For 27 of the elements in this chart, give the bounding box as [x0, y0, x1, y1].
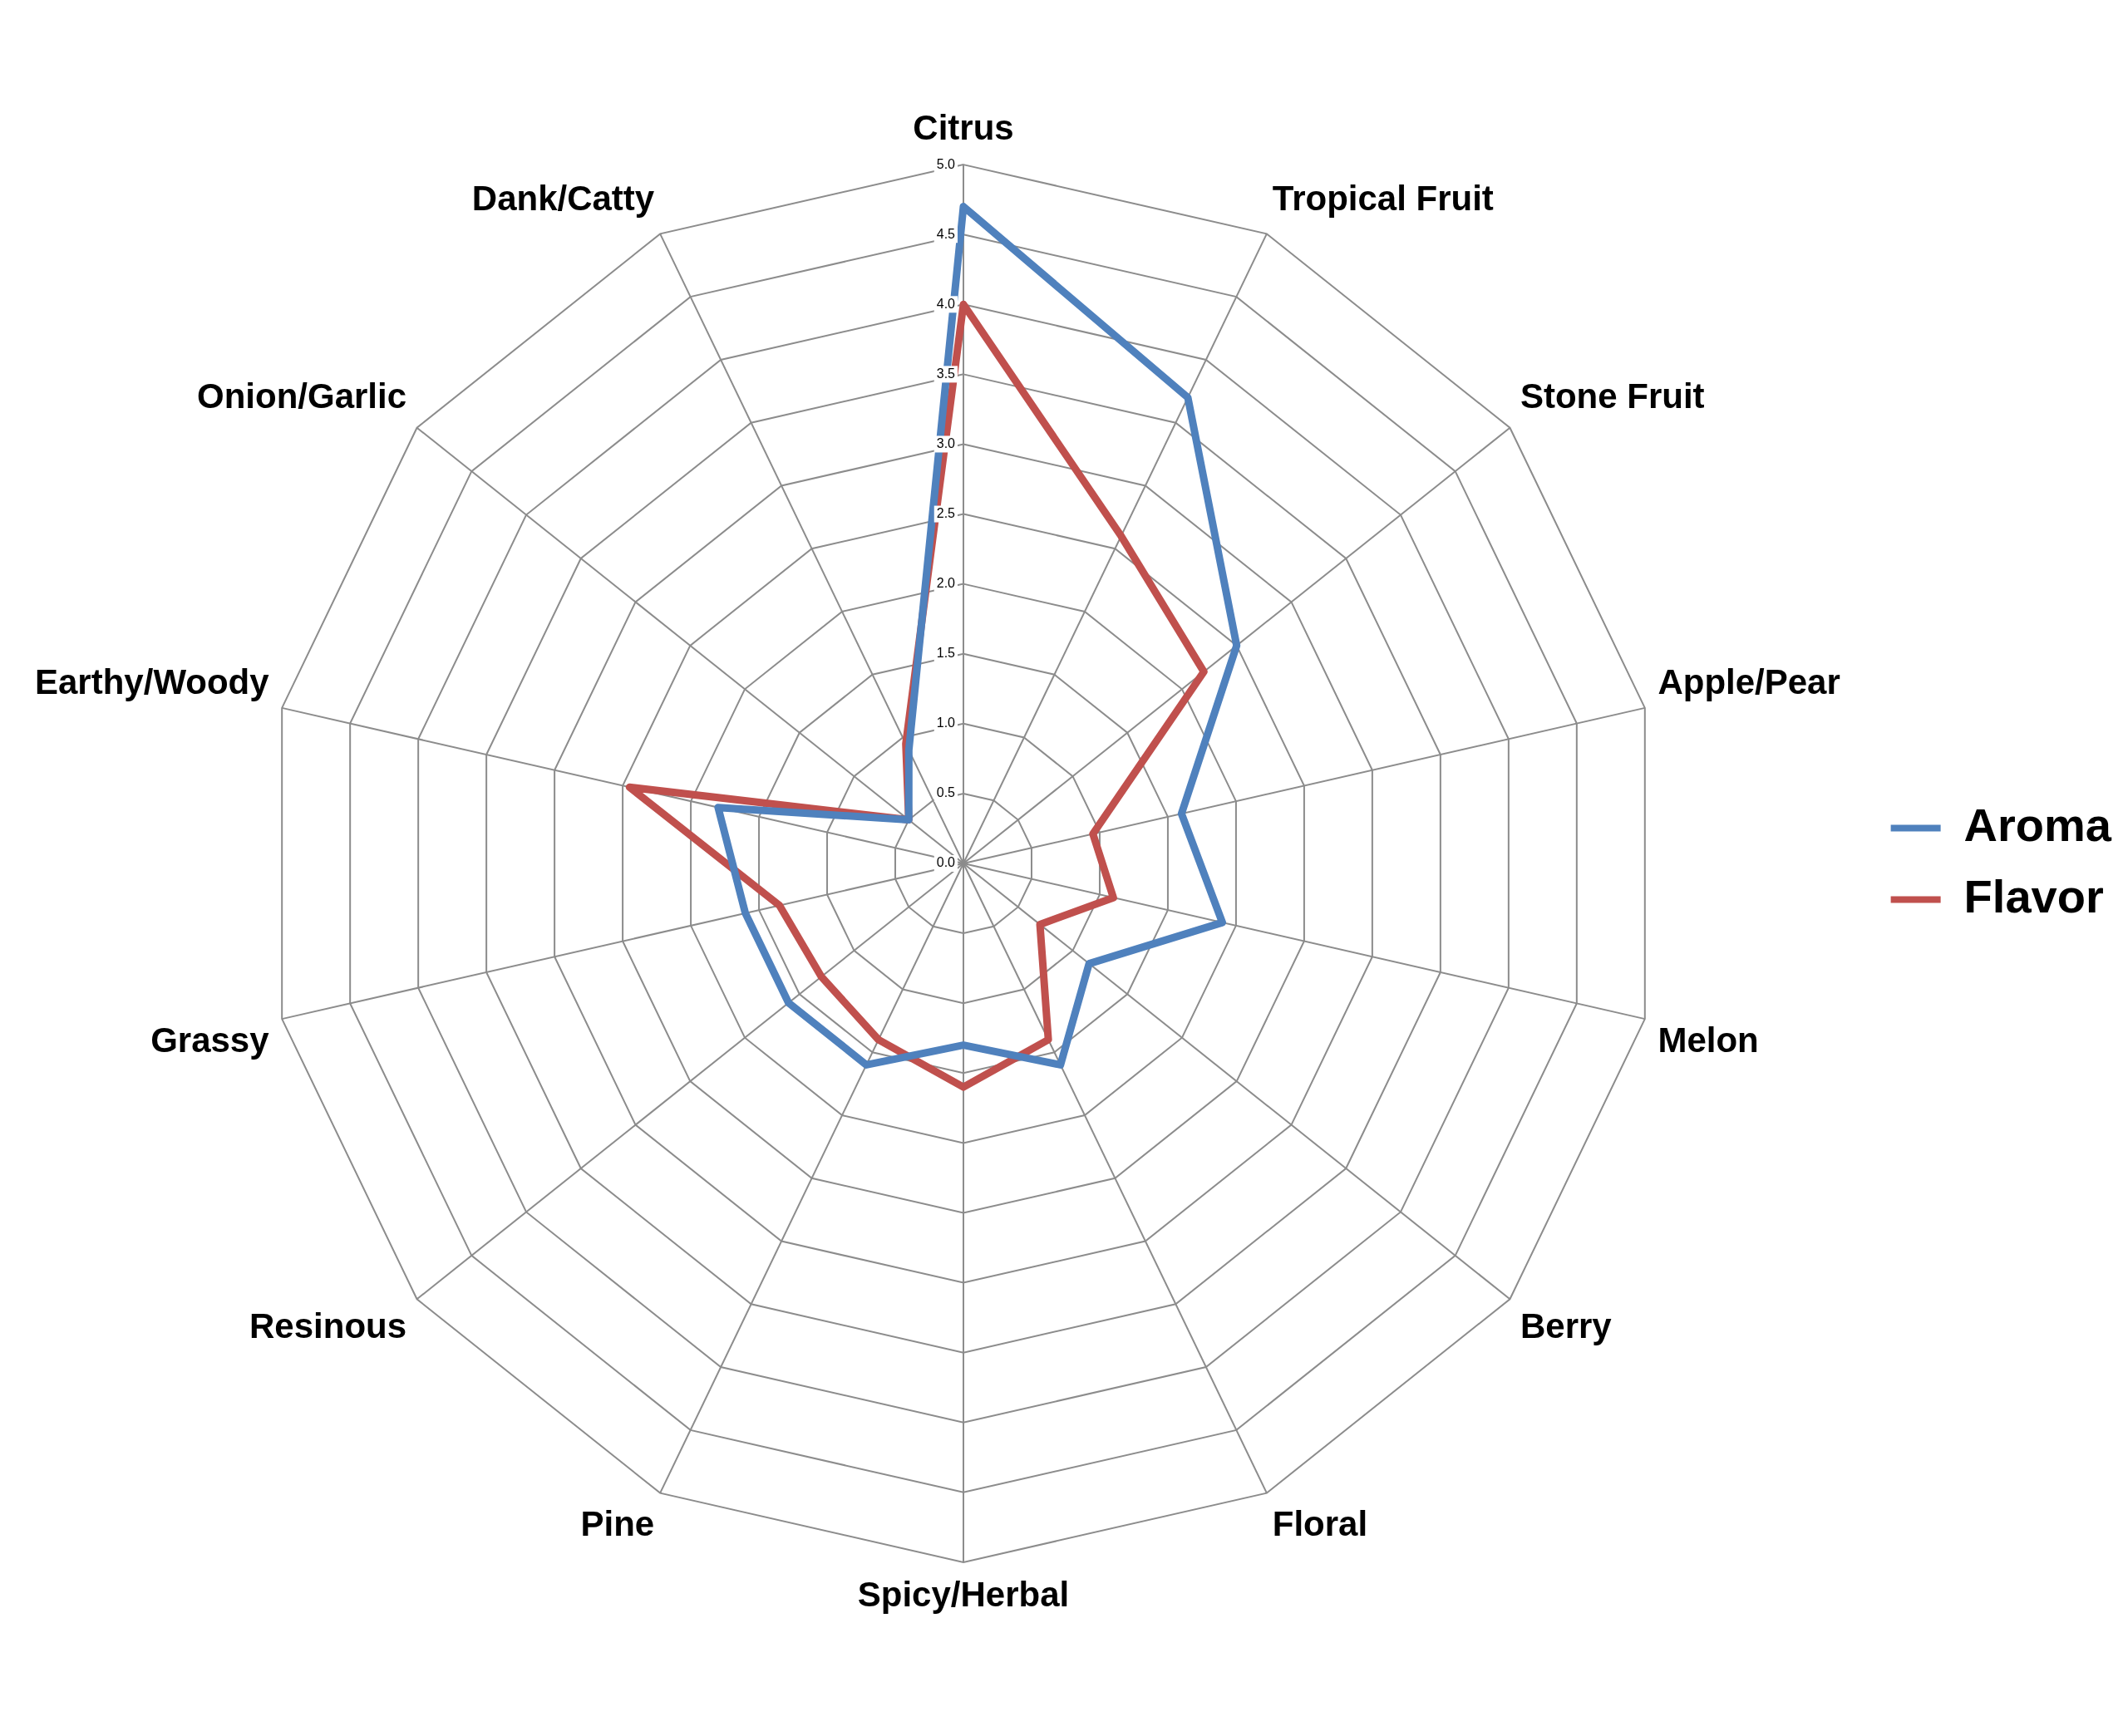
legend-label: Aroma	[1963, 798, 2112, 851]
spoke-label: Tropical Fruit	[1272, 179, 1494, 219]
spoke-label: Citrus	[913, 108, 1014, 148]
spoke-label: Apple/Pear	[1658, 661, 1840, 701]
spoke-label: Stone Fruit	[1520, 376, 1705, 416]
y-tick-label: 3.0	[936, 435, 956, 450]
y-tick-label: 2.0	[936, 576, 956, 591]
spoke-label: Grassy	[150, 1020, 270, 1060]
y-tick-label: 0.5	[936, 785, 956, 800]
spoke-label: Floral	[1272, 1503, 1368, 1543]
y-tick-label: 4.5	[936, 226, 956, 241]
spoke-label: Berry	[1520, 1306, 1613, 1346]
spoke-label: Onion/Garlic	[197, 376, 407, 416]
spoke-label: Earthy/Woody	[35, 661, 270, 701]
spoke-label: Resinous	[249, 1306, 407, 1346]
y-tick-label: 2.5	[936, 505, 956, 520]
spoke-label: Spicy/Herbal	[857, 1574, 1070, 1614]
legend-label: Flavor	[1963, 869, 2104, 922]
spoke-label: Pine	[580, 1503, 655, 1543]
y-tick-label: 1.5	[936, 646, 956, 661]
spoke-label: Dank/Catty	[471, 179, 655, 219]
y-tick-label: 5.0	[936, 156, 956, 171]
y-tick-label: 1.0	[936, 716, 956, 730]
y-tick-label: 3.5	[936, 366, 956, 381]
y-tick-label: 4.0	[936, 296, 956, 311]
y-tick-label: 0.0	[936, 855, 956, 870]
spoke-label: Melon	[1658, 1020, 1759, 1060]
